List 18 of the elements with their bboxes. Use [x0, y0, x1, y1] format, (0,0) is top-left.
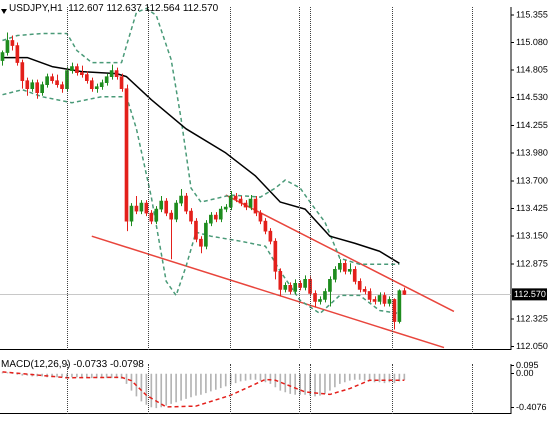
y-tick-label: 115.355 [516, 9, 548, 20]
y-tick-label: 112.325 [516, 313, 548, 324]
y-tick-label: 0.00 [516, 368, 534, 378]
y-tick-label: 112.050 [516, 341, 548, 352]
ref-line-label: 112.570 [514, 288, 546, 299]
y-tick-label: 115.080 [516, 37, 548, 48]
y-tick-label: 114.530 [516, 92, 548, 102]
y-tick-label: -0.4076 [516, 402, 547, 412]
y-tick-label: 113.980 [516, 147, 548, 158]
chart-title: USDJPY,H1 112.607 112.637 112.564 112.570 [9, 2, 219, 14]
y-tick-label: 114.805 [516, 64, 548, 75]
y-tick-label: 113.150 [516, 230, 548, 241]
y-tick-label: 114.255 [516, 120, 548, 130]
y-tick-label: 112.875 [516, 258, 548, 268]
y-tick-label: 113.425 [516, 203, 548, 214]
y-tick-label: 113.700 [516, 175, 548, 186]
y-tick-label: 0.095 [516, 360, 539, 370]
chart-title: MACD(12,26,9) -0.0733 -0.0798 [1, 358, 144, 370]
